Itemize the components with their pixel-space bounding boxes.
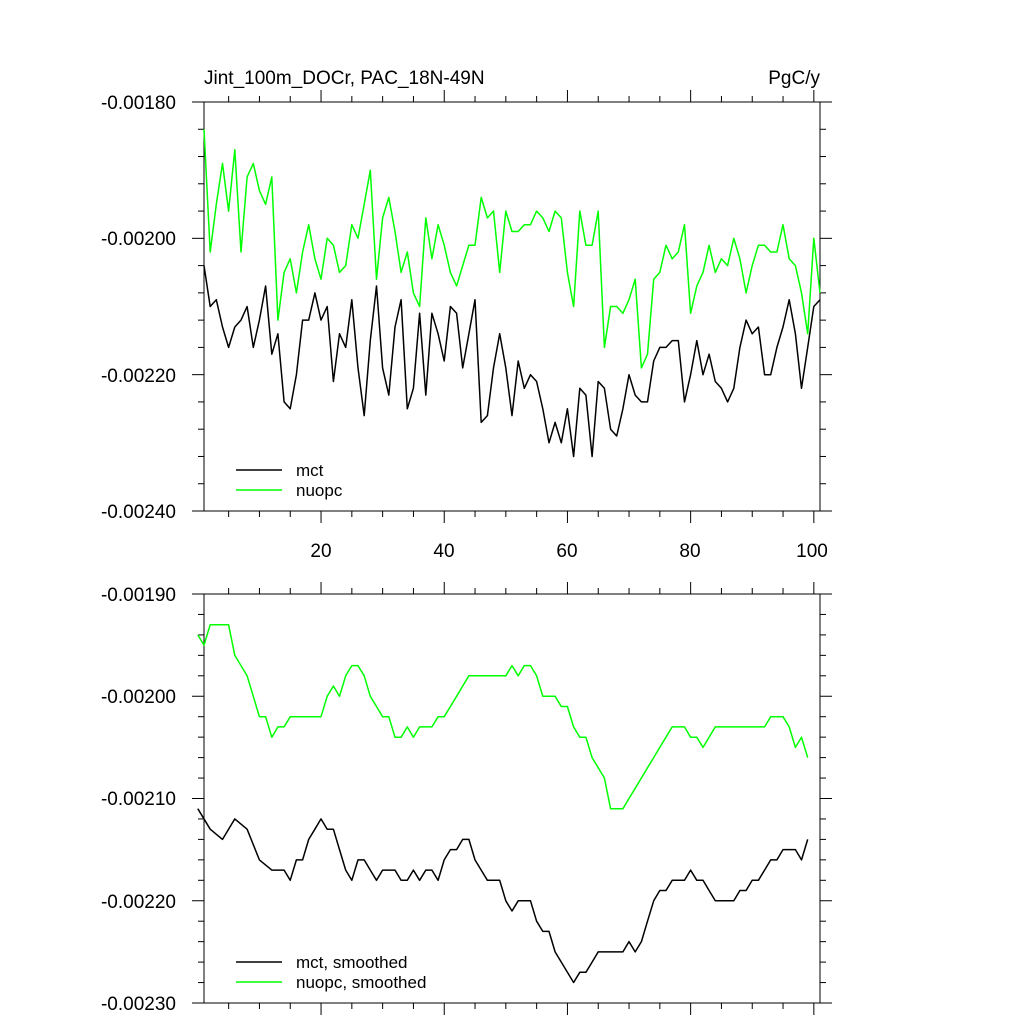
legend-label-nuopc: nuopc	[296, 481, 343, 500]
bottom-y-tick-label: -0.00220	[101, 892, 176, 913]
top-y-tick-label: -0.00220	[101, 366, 176, 387]
top-panel-title: Jint_100m_DOCr, PAC_18N-49N	[204, 68, 485, 89]
bottom-series-mct-smoothed	[197, 808, 809, 984]
top-x-tick-label: 40	[433, 541, 454, 562]
top-x-tick-label: 100	[796, 541, 828, 562]
legend-label-mct: mct	[296, 461, 324, 480]
top-series-mct	[203, 265, 821, 458]
top-panel-series	[203, 129, 821, 458]
bottom-legend: mct, smoothed nuopc, smoothed	[236, 953, 426, 992]
top-panel-units: PgC/y	[768, 68, 820, 89]
top-x-tick-label: 20	[310, 541, 331, 562]
bottom-panel-ticks	[192, 582, 832, 1015]
top-legend: mct nuopc	[236, 461, 343, 500]
top-x-tick-label: 80	[679, 541, 700, 562]
bottom-y-tick-label: -0.00200	[101, 687, 176, 708]
bottom-y-tick-label: -0.00190	[101, 585, 176, 606]
bottom-panel-series	[197, 623, 809, 984]
bottom-panel: -0.00190 -0.00200 -0.00210 -0.00220 -0.0…	[101, 582, 832, 1015]
bottom-y-tick-label: -0.00230	[101, 994, 176, 1015]
legend-label-mct-smoothed: mct, smoothed	[296, 953, 408, 972]
top-panel: Jint_100m_DOCr, PAC_18N-49N PgC/y -0.001…	[101, 68, 832, 562]
bottom-y-tick-label: -0.00210	[101, 789, 176, 810]
top-x-tick-label: 60	[556, 541, 577, 562]
top-series-nuopc	[203, 129, 821, 369]
top-panel-plot-frame	[203, 101, 821, 512]
bottom-series-nuopc-smoothed	[197, 623, 809, 810]
legend-label-nuopc-smoothed: nuopc, smoothed	[296, 973, 426, 992]
top-y-tick-label: -0.00180	[101, 93, 176, 114]
top-y-tick-label: -0.00240	[101, 502, 176, 523]
top-panel-ticks	[192, 90, 832, 523]
top-y-tick-label: -0.00200	[101, 229, 176, 250]
